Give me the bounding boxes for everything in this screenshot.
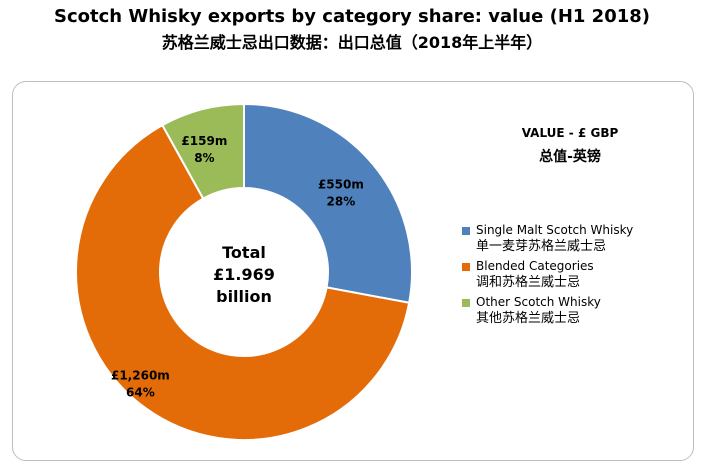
legend-label-zh: 调和苏格兰威士忌 [476,275,581,290]
slice-percent-label: 64% [126,385,155,399]
legend-label-zh: 单一麦芽苏格兰威士忌 [476,239,607,254]
legend-label: Single Malt Scotch Whisky [476,223,634,237]
legend-label-zh: 其他苏格兰威士忌 [476,311,581,326]
center-total-label: billion [216,287,272,306]
legend-item-single-malt[interactable]: Single Malt Scotch Whisky 单一麦芽苏格兰威士忌 [462,222,692,258]
donut-slice-1[interactable] [75,123,411,441]
slice-percent-label: 8% [194,151,214,165]
legend-item-other[interactable]: Other Scotch Whisky 其他苏格兰威士忌 [462,294,692,330]
unit-heading: VALUE - £ GBP [521,126,619,140]
legend-label: Other Scotch Whisky [476,295,601,309]
center-total-label: Total [222,243,266,262]
legend-item-blended[interactable]: Blended Categories 调和苏格兰威士忌 [462,258,692,294]
slice-value-label: £1,260m [111,368,170,382]
chart-subtitle: 苏格兰威士忌出口数据：出口总值（2018年上半年） [161,33,543,52]
unit-heading-zh: 总值-英镑 [539,149,601,165]
chart-title: Scotch Whisky exports by category share:… [53,6,651,27]
legend-swatch-blended [462,263,470,271]
legend-swatch-single-malt [462,227,470,235]
legend-swatch-other [462,299,470,307]
slice-value-label: £159m [181,134,227,148]
slice-percent-label: 28% [327,194,356,208]
donut-slice-2[interactable] [161,102,245,200]
donut-slice-0[interactable] [243,102,413,304]
slice-value-label: £550m [318,177,364,191]
center-total-label: £1.969 [213,265,275,284]
legend: Single Malt Scotch Whisky 单一麦芽苏格兰威士忌 Ble… [462,222,692,330]
legend-label: Blended Categories [476,259,594,273]
